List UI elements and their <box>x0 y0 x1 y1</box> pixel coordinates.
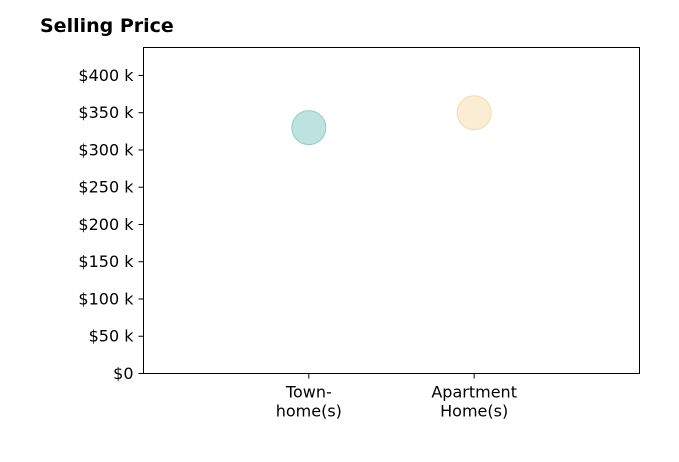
y-tick-label: $100 k <box>78 289 134 308</box>
y-tick-label: $50 k <box>89 327 135 346</box>
y-tick-label: $300 k <box>78 140 134 159</box>
data-point <box>456 95 492 131</box>
plot-area-frame <box>143 47 640 374</box>
x-tick-label-line: home(s) <box>276 402 342 421</box>
x-tick-label: Town-home(s) <box>276 383 342 421</box>
y-tick-label: $150 k <box>78 252 134 271</box>
chart-title: Selling Price <box>40 15 174 37</box>
y-axis: $0 $50 k $100 k $150 k $200 k $250 k $300 k $35… <box>78 66 144 383</box>
x-axis: Town-home(s) Apartment Home(s) <box>276 373 517 421</box>
data-points <box>291 95 492 146</box>
y-tick-label: $350 k <box>78 103 134 122</box>
x-tick-label-line: Apartment <box>431 383 517 402</box>
x-tick-label-line: Town- <box>285 383 332 402</box>
x-tick-label: Apartment Home(s) <box>431 383 517 421</box>
data-point <box>291 110 327 146</box>
y-tick-label: $0 <box>113 364 133 383</box>
y-tick-label: $400 k <box>78 66 134 85</box>
x-tick-label-line: Home(s) <box>440 402 508 421</box>
y-tick-label: $250 k <box>78 178 134 197</box>
y-tick-label: $200 k <box>78 215 134 234</box>
